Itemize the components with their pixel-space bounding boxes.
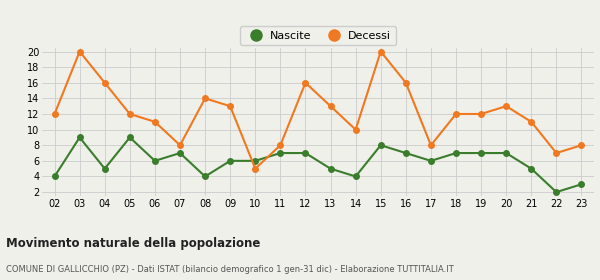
Line: Nascite: Nascite xyxy=(52,135,584,195)
Decessi xyxy=(151,120,158,123)
Nascite xyxy=(76,136,83,139)
Nascite xyxy=(101,167,109,170)
Nascite xyxy=(553,190,560,194)
Decessi xyxy=(51,112,58,116)
Decessi xyxy=(227,104,234,108)
Decessi xyxy=(327,104,334,108)
Nascite xyxy=(478,151,485,155)
Decessi xyxy=(251,167,259,170)
Nascite xyxy=(251,159,259,162)
Nascite xyxy=(302,151,309,155)
Nascite xyxy=(402,151,409,155)
Text: Movimento naturale della popolazione: Movimento naturale della popolazione xyxy=(6,237,260,249)
Nascite xyxy=(527,167,535,170)
Decessi xyxy=(427,144,434,147)
Decessi xyxy=(126,112,133,116)
Nascite xyxy=(277,151,284,155)
Decessi xyxy=(402,81,409,85)
Decessi xyxy=(553,151,560,155)
Nascite xyxy=(452,151,460,155)
Nascite xyxy=(503,151,510,155)
Legend: Nascite, Decessi: Nascite, Decessi xyxy=(240,26,396,45)
Decessi xyxy=(578,144,585,147)
Decessi xyxy=(302,81,309,85)
Nascite xyxy=(227,159,234,162)
Decessi xyxy=(352,128,359,131)
Decessi xyxy=(277,144,284,147)
Decessi xyxy=(377,50,385,53)
Nascite xyxy=(377,144,385,147)
Decessi xyxy=(527,120,535,123)
Nascite xyxy=(126,136,133,139)
Nascite xyxy=(202,175,209,178)
Decessi xyxy=(478,112,485,116)
Decessi xyxy=(452,112,460,116)
Nascite xyxy=(51,175,58,178)
Text: COMUNE DI GALLICCHIO (PZ) - Dati ISTAT (bilancio demografico 1 gen-31 dic) - Ela: COMUNE DI GALLICCHIO (PZ) - Dati ISTAT (… xyxy=(6,265,454,274)
Decessi xyxy=(76,50,83,53)
Nascite xyxy=(427,159,434,162)
Nascite xyxy=(578,183,585,186)
Decessi xyxy=(101,81,109,85)
Nascite xyxy=(352,175,359,178)
Decessi xyxy=(503,104,510,108)
Decessi xyxy=(202,97,209,100)
Decessi xyxy=(176,144,184,147)
Nascite xyxy=(176,151,184,155)
Nascite xyxy=(327,167,334,170)
Nascite xyxy=(151,159,158,162)
Line: Decessi: Decessi xyxy=(52,49,584,171)
